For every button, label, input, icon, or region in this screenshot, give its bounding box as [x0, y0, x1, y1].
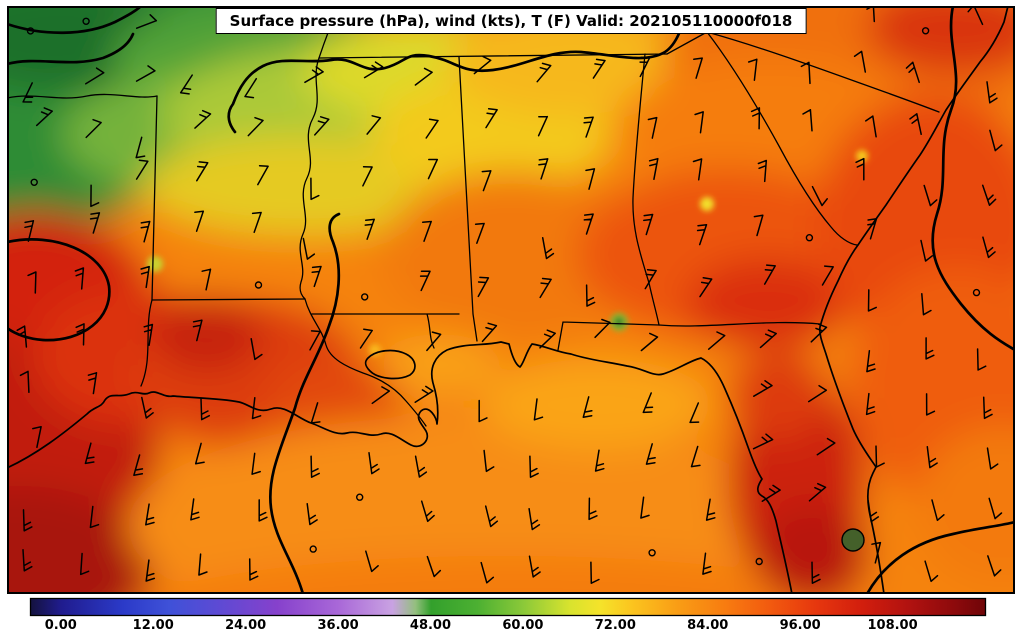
colorbar-tick-84: 84.00 — [687, 618, 729, 633]
atlantic-coastline — [818, 5, 1009, 595]
calm-wind-circle — [82, 17, 90, 26]
colorbar-gradient-bar — [29, 597, 987, 617]
colorbar-tick-108: 108.00 — [867, 618, 918, 633]
colorbar-tick-96: 96.00 — [779, 618, 821, 633]
wind-barb-layer — [16, 0, 1003, 584]
map-title: Surface pressure (hPa), wind (kts), T (F… — [215, 8, 807, 34]
boundary-tx-la — [140, 299, 153, 387]
colorbar: 0.00 12.00 24.00 36.00 48.00 60.00 72.00 84.00 9… — [0, 597, 1022, 633]
boundary-al-ga — [632, 53, 660, 326]
boundary-tn-nc — [666, 31, 708, 55]
boundary-ga-fl — [658, 321, 821, 327]
colorbar-tick-48: 48.00 — [409, 618, 452, 633]
boundary-ok-tx — [6, 93, 158, 99]
isobar — [865, 520, 1017, 596]
calm-wind-circle — [805, 233, 814, 242]
isobar — [5, 238, 111, 342]
calm-wind-circle — [648, 549, 656, 557]
calm-wind-circle — [309, 545, 317, 553]
boundary-ga-sc — [706, 31, 858, 246]
calm-wind-circle — [356, 493, 364, 501]
colorbar-tick-60: 60.00 — [502, 618, 544, 633]
calm-wind-circle — [921, 27, 930, 35]
colorbar-strip — [29, 597, 987, 617]
map-title-text: Surface pressure (hPa), wind (kts), T (F… — [229, 12, 793, 30]
calm-wind-circle — [755, 557, 763, 566]
calm-wind-circle — [361, 293, 369, 301]
colorbar-tick-36: 36.00 — [317, 618, 359, 633]
boundary-ar-la — [151, 298, 306, 301]
lake-pontchartrain — [364, 349, 416, 380]
pressure-contour-lines — [5, 4, 1017, 596]
boundary-tx-ar — [151, 95, 158, 301]
boundary-nc-sc — [706, 31, 940, 113]
coastline — [6, 5, 1009, 595]
calm-wind-circle — [30, 178, 38, 187]
boundary-la-ms-31n — [311, 313, 460, 349]
boundary-al-fl — [557, 321, 660, 351]
colorbar-tick-24: 24.00 — [225, 618, 267, 633]
state-boundaries — [6, 5, 940, 427]
isobar — [931, 4, 1017, 352]
colorbar-tick-0: 0.00 — [44, 618, 77, 633]
colorbar-tick-12: 12.00 — [132, 618, 174, 633]
gulf-coastline — [6, 341, 793, 595]
calm-wind-circle — [972, 288, 981, 297]
isobar — [227, 4, 689, 134]
calm-wind-circle — [26, 27, 35, 35]
isobar — [268, 212, 341, 596]
lake-okeechobee — [841, 528, 865, 552]
isobar — [5, 4, 143, 35]
calm-wind-circle — [254, 281, 263, 289]
colorbar-tick-72: 72.00 — [594, 618, 636, 633]
wind-barb-glyphs — [16, 0, 1003, 584]
isobar — [5, 32, 135, 66]
mississippi-river — [299, 5, 427, 427]
boundary-ms-al — [458, 56, 478, 342]
map-frame — [7, 6, 1015, 594]
